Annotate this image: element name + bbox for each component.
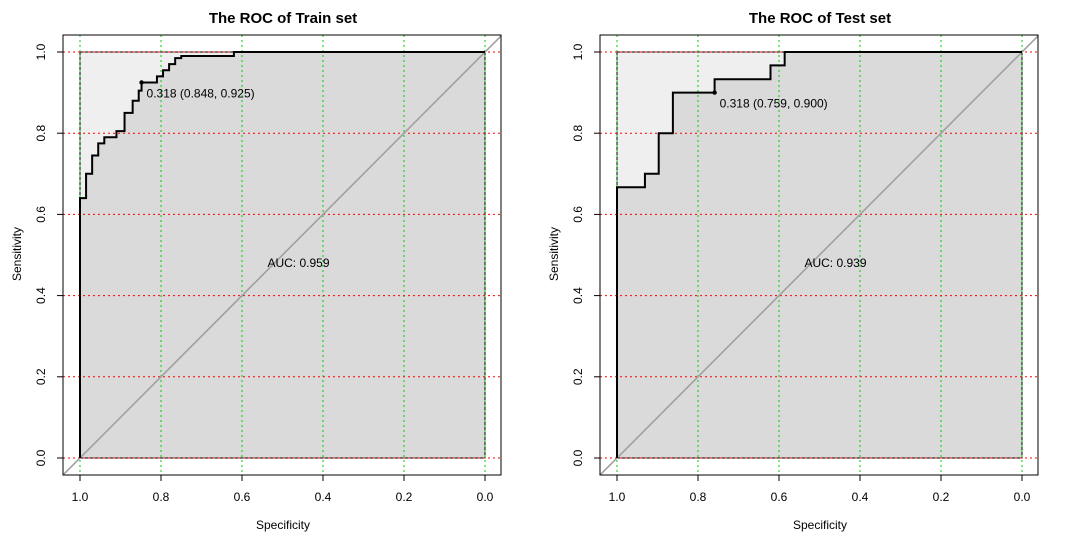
- chart-title: The ROC of Train set: [209, 10, 357, 27]
- plot-frame: [599, 34, 1039, 476]
- y-axis-label: Sensitivity: [547, 227, 561, 281]
- y-tick-label: 0.4: [34, 287, 48, 304]
- roc-curve: [616, 51, 1022, 458]
- x-tick-label: 0.8: [690, 490, 707, 504]
- area-above-curve: [80, 52, 485, 458]
- y-tick-label: 0.4: [571, 287, 585, 304]
- y-tick-label: 1.0: [571, 43, 585, 60]
- x-tick-label: 0.2: [396, 490, 413, 504]
- x-tick-label: 0.0: [477, 490, 494, 504]
- area-above-curve: [617, 52, 1022, 458]
- y-tick-label: 1.0: [34, 43, 48, 60]
- x-tick-label: 0.8: [153, 490, 170, 504]
- plot-area: 0.318 (0.759, 0.900) AUC: 0.939 1.0 0.8 0.6 0…: [571, 34, 1039, 504]
- plot-area: 0.318 (0.848, 0.925) AUC: 0.959 1.0 0.8 0.6 0…: [34, 34, 502, 504]
- threshold-point: [712, 90, 717, 95]
- auc-label: AUC: 0.959: [267, 256, 329, 270]
- x-tick-label: 0.2: [933, 490, 950, 504]
- train-roc-chart: 0.318 (0.848, 0.925) AUC: 0.959 1.0 0.8 0.6 0…: [10, 10, 502, 532]
- y-tick-label: 0.0: [34, 449, 48, 466]
- threshold-label: 0.318 (0.848, 0.925): [147, 86, 255, 100]
- x-tick-label: 0.4: [852, 490, 869, 504]
- test-roc-chart: 0.318 (0.759, 0.900) AUC: 0.939 1.0 0.8 0.6 0…: [547, 10, 1039, 532]
- x-tick-label: 1.0: [609, 490, 626, 504]
- y-tick-label: 0.2: [34, 368, 48, 385]
- x-tick-label: 0.0: [1014, 490, 1031, 504]
- diagonal-reference-line: [63, 35, 502, 475]
- x-tick-label: 0.6: [234, 490, 251, 504]
- chart-title: The ROC of Test set: [749, 10, 891, 27]
- y-axis-label: Sensitivity: [10, 227, 24, 281]
- roc-curve: [79, 51, 485, 458]
- x-tick-label: 0.4: [315, 490, 332, 504]
- y-tick-label: 0.6: [571, 206, 585, 223]
- y-tick-label: 0.8: [571, 125, 585, 142]
- plot-frame: [62, 34, 502, 476]
- y-tick-label: 0.0: [571, 449, 585, 466]
- x-tick-label: 1.0: [72, 490, 89, 504]
- x-axis-label: Specificity: [256, 518, 310, 532]
- y-tick-label: 0.8: [34, 125, 48, 142]
- x-tick-label: 0.6: [771, 490, 788, 504]
- y-tick-label: 0.2: [571, 368, 585, 385]
- threshold-label: 0.318 (0.759, 0.900): [720, 97, 828, 111]
- diagonal-reference-line: [600, 35, 1039, 475]
- x-axis-label: Specificity: [793, 518, 847, 532]
- train-roc-panel: 0.318 (0.848, 0.925) AUC: 0.959 1.0 0.8 0.6 0…: [10, 10, 502, 532]
- auc-label: AUC: 0.939: [804, 256, 866, 270]
- test-roc-panel: 0.318 (0.759, 0.900) AUC: 0.939 1.0 0.8 0.6 0…: [537, 0, 1070, 541]
- threshold-point: [139, 80, 144, 85]
- y-tick-label: 0.6: [34, 206, 48, 223]
